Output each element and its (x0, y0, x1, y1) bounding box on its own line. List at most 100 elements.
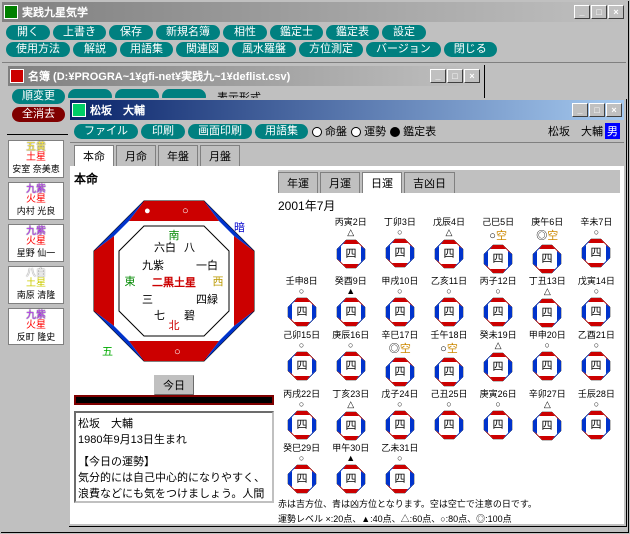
main-btn-方位測定[interactable]: 方位測定 (299, 42, 363, 57)
day-cell[interactable]: 庚寅26日○四 (475, 390, 522, 442)
sidebar-person[interactable]: 九紫火星反町 隆史 (8, 308, 64, 346)
day-cell[interactable]: 丁丑13日△四 (524, 277, 571, 329)
day-cell[interactable]: 丙戌22日○四 (278, 390, 325, 442)
day-cell[interactable]: 戊辰4日△四 (425, 218, 472, 275)
roster-minimize[interactable]: _ (430, 69, 446, 83)
minimize-button[interactable]: _ (574, 5, 590, 19)
detail-btn-用語集[interactable]: 用語集 (255, 124, 308, 139)
detail-icon (72, 103, 86, 117)
day-cell[interactable]: 丁亥23日△四 (327, 390, 374, 442)
period-tab-年運[interactable]: 年運 (278, 172, 318, 193)
day-cell[interactable]: 丙寅2日△四 (327, 218, 374, 275)
sidebar-person[interactable]: 九紫火星内村 光良 (8, 182, 64, 220)
day-cell[interactable]: 乙未31日○四 (376, 444, 423, 495)
day-cell[interactable]: 乙酉21日○四 (573, 331, 620, 388)
day-cell[interactable]: 辛未7日○四 (573, 218, 620, 275)
close-button[interactable]: × (608, 5, 624, 19)
main-btn-閉じる[interactable]: 閉じる (444, 42, 497, 57)
main-btn-使用方法[interactable]: 使用方法 (6, 42, 70, 57)
main-btn-開く[interactable]: 開く (6, 25, 50, 40)
app-icon (4, 5, 18, 19)
roster-close[interactable]: × (464, 69, 480, 83)
detail-btn-画面印刷[interactable]: 画面印刷 (188, 124, 252, 139)
day-cell[interactable]: 癸酉9日▲四 (327, 277, 374, 329)
day-cell[interactable]: 甲申20日○四 (524, 331, 571, 388)
tab-年盤[interactable]: 年盤 (158, 145, 198, 166)
day-cell[interactable]: 己卯15日○四 (278, 331, 325, 388)
day-cell[interactable]: 壬申8日○四 (278, 277, 325, 329)
main-btn-鑑定表[interactable]: 鑑定表 (326, 25, 379, 40)
legend-1: 赤は吉方位、青は凶方位となります。空は空亡で注意の日です。 (278, 497, 620, 510)
svg-text:四: 四 (345, 473, 356, 485)
detail-maximize[interactable]: □ (589, 103, 605, 117)
day-cell[interactable]: 壬辰28日○四 (573, 390, 620, 442)
detail-minimize[interactable]: _ (572, 103, 588, 117)
main-btn-関連図[interactable]: 関連図 (176, 42, 229, 57)
left-column: 本命 二黒土星 南 北 東 西 (74, 170, 274, 520)
main-btn-上書き[interactable]: 上書き (53, 25, 106, 40)
sidebar-person[interactable]: 五黄土星安室 奈美恵 (8, 140, 64, 178)
period-tab-日運[interactable]: 日運 (362, 172, 402, 193)
radio-鑑定表[interactable]: 鑑定表 (390, 123, 436, 139)
day-cell[interactable]: 乙亥11日○四 (425, 277, 472, 329)
svg-text:西: 西 (213, 276, 224, 288)
main-btn-相性[interactable]: 相性 (223, 25, 267, 40)
svg-text:四: 四 (443, 306, 454, 318)
svg-text:四: 四 (542, 307, 553, 319)
main-btn-鑑定士[interactable]: 鑑定士 (270, 25, 323, 40)
detail-btn-印刷[interactable]: 印刷 (141, 124, 185, 139)
period-tab-月運[interactable]: 月運 (320, 172, 360, 193)
day-cell[interactable]: 庚午6日◎空四 (524, 218, 571, 275)
main-btn-保存[interactable]: 保存 (109, 25, 153, 40)
day-cell[interactable]: 辛卯27日△四 (524, 390, 571, 442)
day-cell[interactable]: 辛巳17日◎空四 (376, 331, 423, 388)
roster-btn-order[interactable]: 順変更 (12, 89, 65, 104)
month-title: 2001年7月 (278, 197, 620, 214)
tab-月盤[interactable]: 月盤 (200, 145, 240, 166)
sidebar-person[interactable]: 八白土星南原 清隆 (8, 266, 64, 304)
main-btn-新規名簿[interactable]: 新規名簿 (156, 25, 220, 40)
main-btn-風水羅盤[interactable]: 風水羅盤 (232, 42, 296, 57)
day-cell[interactable]: 戊子24日○四 (376, 390, 423, 442)
svg-text:四: 四 (591, 360, 602, 372)
main-btn-用語集[interactable]: 用語集 (120, 42, 173, 57)
roster-btn-clear[interactable]: 全消去 (12, 107, 65, 122)
people-sidebar: 五黄土星安室 奈美恵九紫火星内村 光良九紫火星星野 仙一八白土星南原 清隆九紫火… (8, 140, 64, 349)
day-cell[interactable]: 甲戌10日○四 (376, 277, 423, 329)
detail-mode-radios: 命盤 運勢 鑑定表 (312, 123, 436, 139)
tab-本命[interactable]: 本命 (74, 145, 114, 166)
day-cell[interactable]: 己丑25日○四 (425, 390, 472, 442)
main-btn-解説[interactable]: 解説 (73, 42, 117, 57)
main-btn-バージョン[interactable]: バージョン (366, 42, 441, 57)
detail-btn-ファイル[interactable]: ファイル (74, 124, 138, 139)
sidebar-person[interactable]: 九紫火星星野 仙一 (8, 224, 64, 262)
person-name: 松坂 大輔 (548, 123, 603, 139)
day-cell[interactable]: 丁卯3日○四 (376, 218, 423, 275)
svg-text:二黒土星: 二黒土星 (152, 275, 196, 289)
detail-close[interactable]: × (606, 103, 622, 117)
day-cell[interactable]: 己巳5日○空四 (475, 218, 522, 275)
day-cell[interactable]: 癸未19日△四 (475, 331, 522, 388)
today-button[interactable]: 今日 (154, 375, 194, 395)
radio-命盤[interactable]: 命盤 (312, 123, 347, 139)
day-cell[interactable]: 甲午30日▲四 (327, 444, 374, 495)
detail-toolbar: ファイル印刷画面印刷用語集 命盤 運勢 鑑定表 松坂 大輔 男 (70, 120, 624, 143)
svg-text:四: 四 (394, 419, 405, 431)
roster-maximize[interactable]: □ (447, 69, 463, 83)
main-btn-設定[interactable]: 設定 (382, 25, 426, 40)
day-cell[interactable]: 庚辰16日○四 (327, 331, 374, 388)
svg-text:四: 四 (296, 419, 307, 431)
svg-text:四: 四 (493, 419, 504, 431)
tab-月命[interactable]: 月命 (116, 145, 156, 166)
day-cell[interactable]: 戊寅14日○四 (573, 277, 620, 329)
day-cell[interactable]: 壬午18日○空四 (425, 331, 472, 388)
svg-text:四: 四 (493, 253, 504, 265)
day-cell[interactable]: 丙子12日○四 (475, 277, 522, 329)
svg-text:暗: 暗 (234, 220, 245, 234)
svg-text:一白: 一白 (196, 258, 218, 272)
period-tab-吉凶日[interactable]: 吉凶日 (404, 172, 455, 193)
radio-運勢[interactable]: 運勢 (351, 123, 386, 139)
day-cell[interactable]: 癸巳29日○四 (278, 444, 325, 495)
maximize-button[interactable]: □ (591, 5, 607, 19)
svg-text:四: 四 (296, 306, 307, 318)
